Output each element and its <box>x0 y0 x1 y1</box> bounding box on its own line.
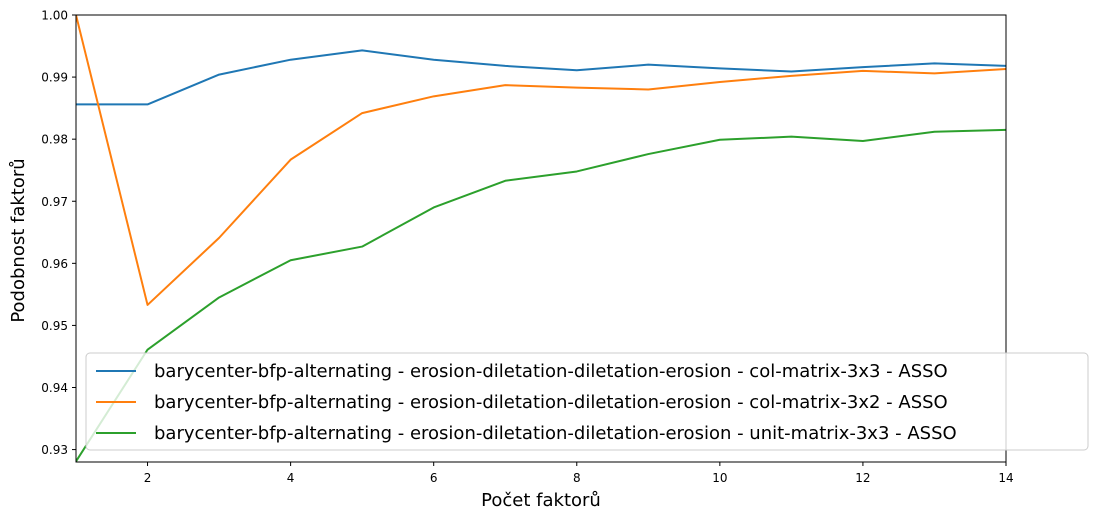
x-tick-label: 2 <box>144 471 152 485</box>
legend: barycenter-bfp-alternating - erosion-dil… <box>85 352 1089 451</box>
legend-entry: barycenter-bfp-alternating - erosion-dil… <box>154 392 948 413</box>
series-line-1 <box>76 49 1006 106</box>
x-tick-label: 10 <box>712 471 727 485</box>
y-tick-label: 0.97 <box>41 195 68 209</box>
x-tick-label: 8 <box>573 471 581 485</box>
x-tick-label: 4 <box>287 471 295 485</box>
legend-entry: barycenter-bfp-alternating - erosion-dil… <box>154 423 957 444</box>
y-tick-label: 0.98 <box>41 133 68 147</box>
x-axis: 2 4 6 8 10 12 14 <box>144 462 1014 485</box>
y-tick-label: 0.93 <box>41 443 68 457</box>
x-tick-label: 14 <box>998 471 1013 485</box>
plot-frame <box>75 14 1007 463</box>
y-axis: 0.93 0.94 0.95 0.96 0.97 0.98 0.99 1.00 <box>41 9 76 457</box>
y-tick-label: 0.96 <box>41 257 68 271</box>
legend-entry: barycenter-bfp-alternating - erosion-dil… <box>154 361 948 382</box>
x-tick-label: 12 <box>855 471 870 485</box>
y-tick-label: 0.99 <box>41 71 68 85</box>
legend-box <box>85 352 1089 451</box>
series-line-3 <box>76 128 1006 462</box>
y-tick-label: 1.00 <box>41 9 68 23</box>
y-tick-label: 0.95 <box>41 319 68 333</box>
y-tick-label: 0.94 <box>41 381 68 395</box>
x-axis-label: Počet faktorů <box>481 490 601 511</box>
y-axis-label: Podobnost faktorů <box>8 158 29 322</box>
x-tick-label: 6 <box>430 471 438 485</box>
series-line-2 <box>76 15 1006 306</box>
series-layer <box>76 15 1006 462</box>
